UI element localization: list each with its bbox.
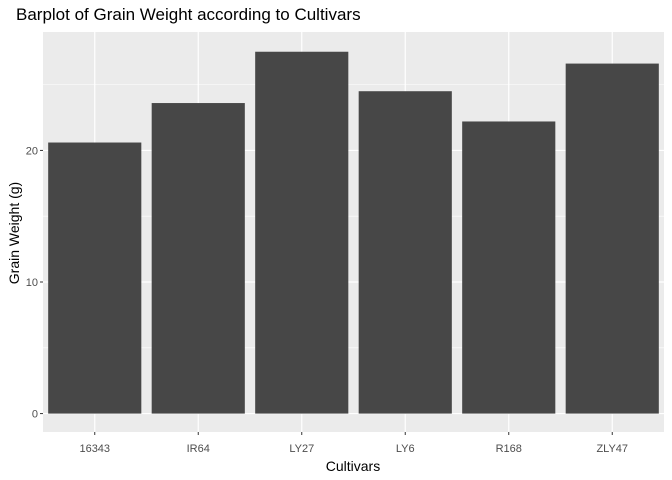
y-axis-ticks: 0 10 20: [26, 145, 43, 421]
x-tick-label-LY6: LY6: [396, 443, 415, 455]
y-tick-label: 10: [26, 277, 38, 289]
bar-IR64: [151, 103, 245, 414]
x-tick-label-R168: R168: [496, 443, 522, 455]
bar-16343: [48, 142, 142, 414]
minor-grid: [43, 84, 664, 349]
y-axis-title: Grain Weight (g): [6, 182, 22, 284]
x-axis-ticks: 16343 IR64 LY27 LY6 R168 ZLY47: [79, 432, 628, 455]
plot-panel: [43, 32, 664, 432]
x-tick-label-LY27: LY27: [289, 443, 314, 455]
y-tick-label: 20: [26, 145, 38, 157]
bar-R168: [462, 121, 556, 414]
bar-LY27: [255, 51, 349, 414]
y-tick-label: 0: [32, 409, 38, 421]
x-tick-label-16343: 16343: [79, 443, 110, 455]
x-tick-label-IR64: IR64: [187, 443, 210, 455]
bars: [48, 51, 659, 414]
bar-ZLY47: [565, 63, 659, 414]
chart-title: Barplot of Grain Weight according to Cul…: [16, 5, 361, 24]
x-tick-label-ZLY47: ZLY47: [596, 443, 628, 455]
x-axis-title: Cultivars: [326, 458, 380, 474]
bar-LY6: [358, 91, 452, 414]
